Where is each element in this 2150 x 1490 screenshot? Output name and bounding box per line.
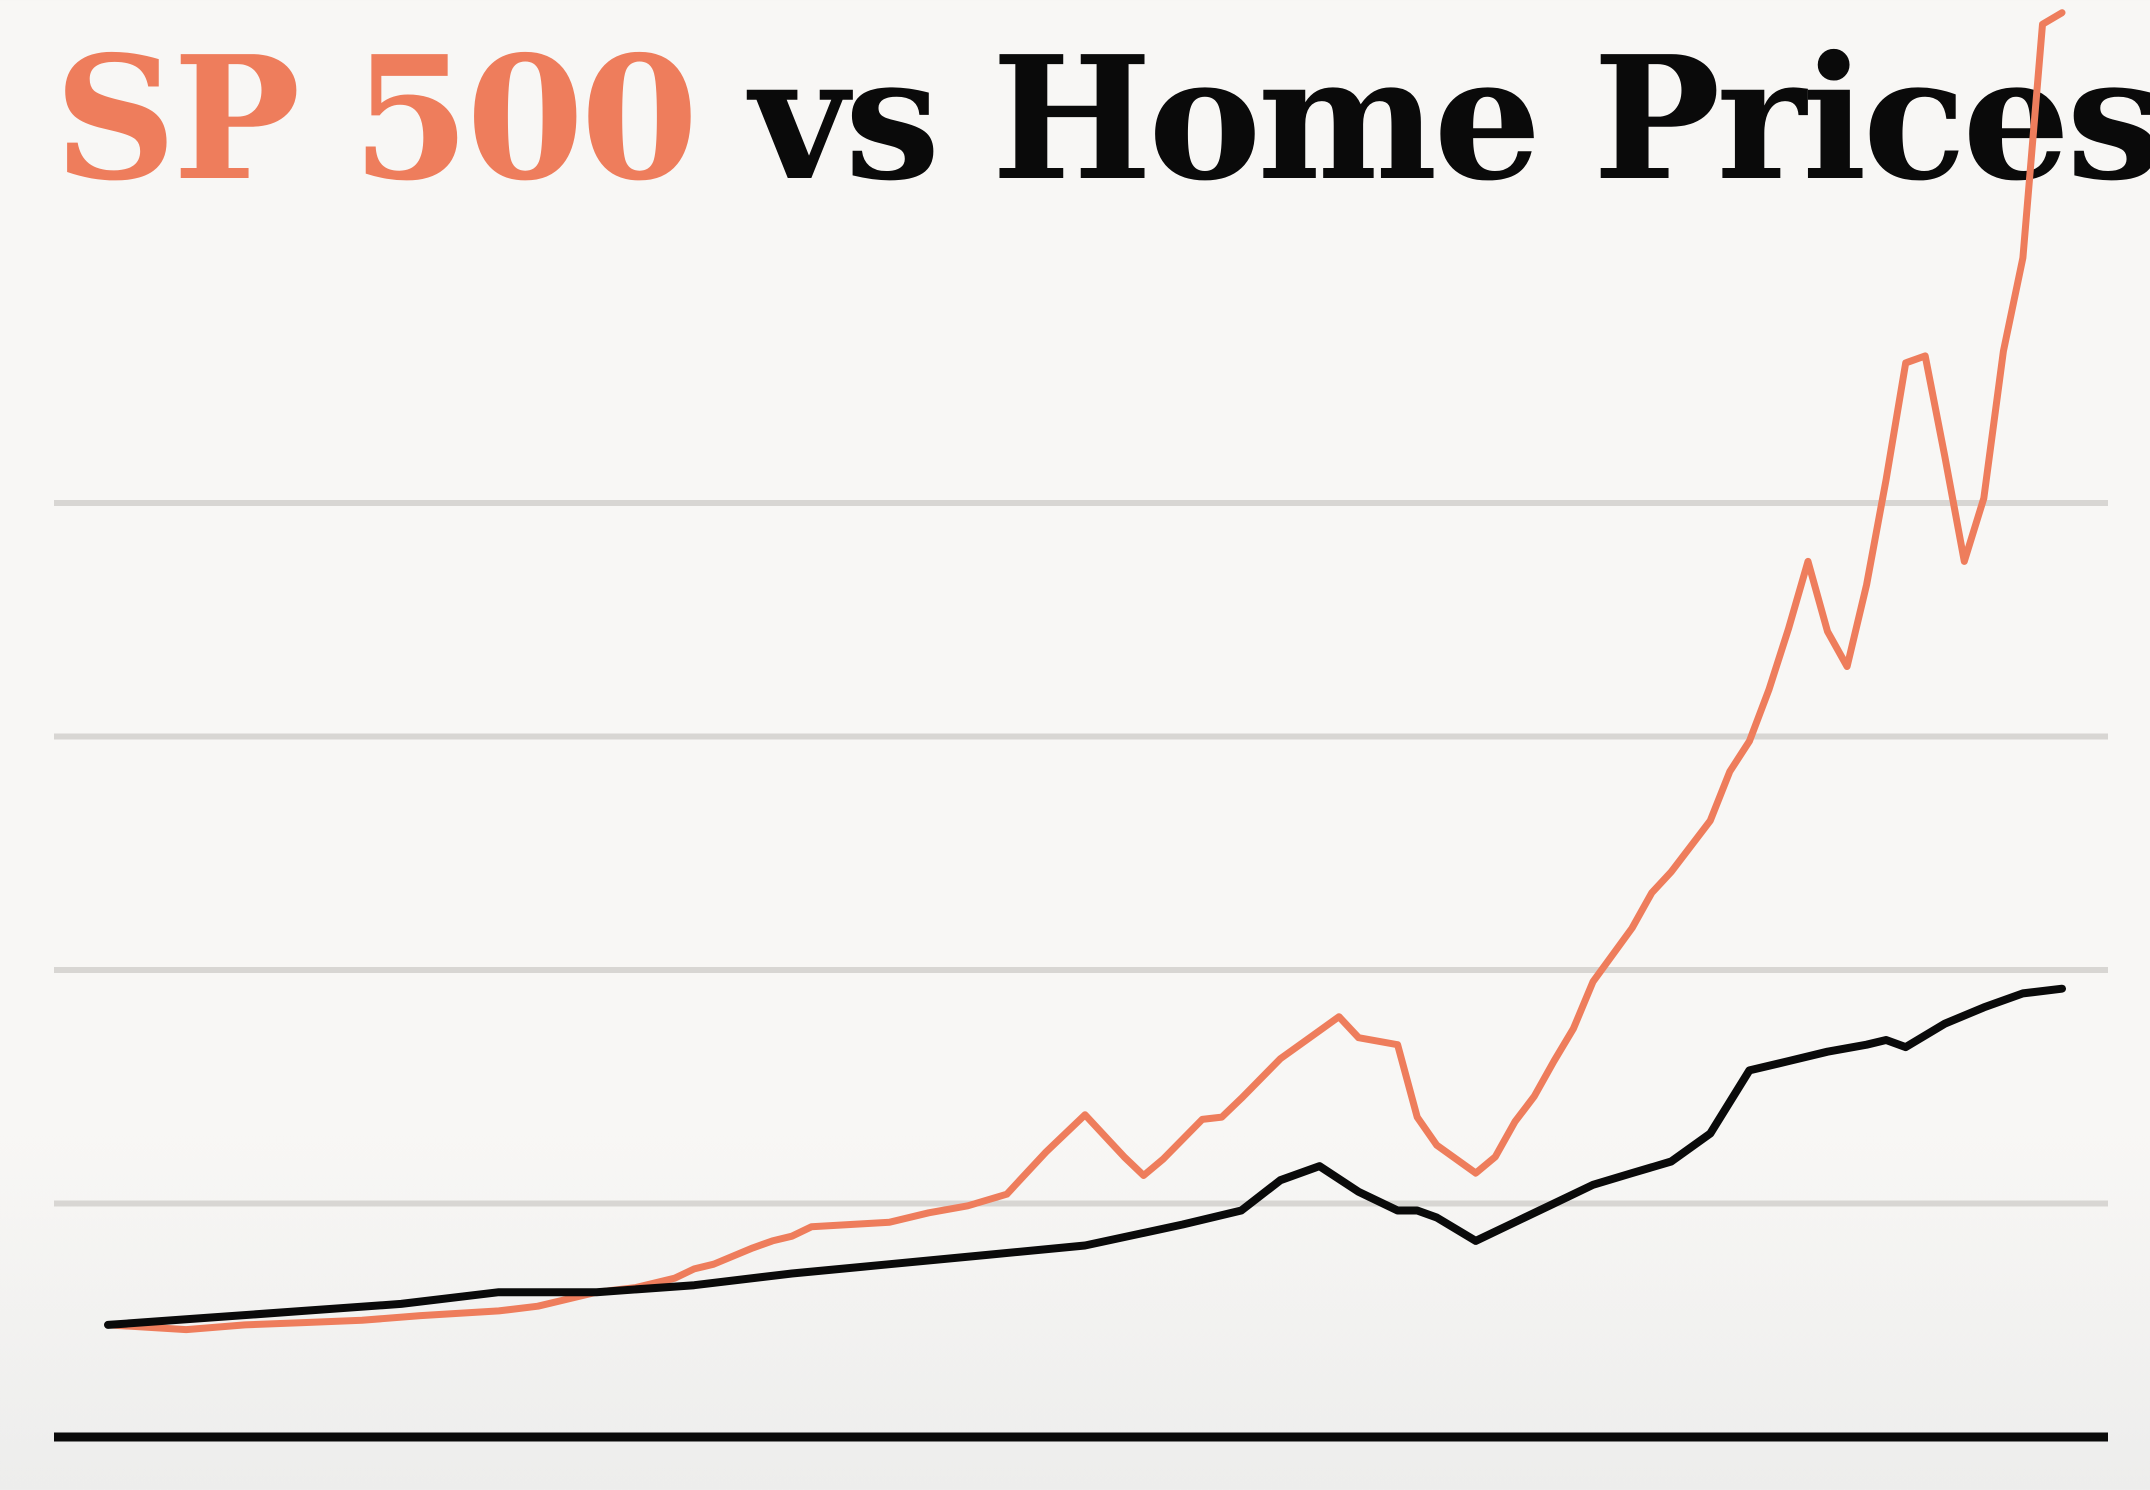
- title-highlight: SP 500: [54, 19, 699, 219]
- chart-title: SP 500 vs Home Prices: [54, 30, 2150, 209]
- series-line-sp500: [104, 9, 2066, 1334]
- series-line-home-prices: [104, 984, 2066, 1329]
- title-rest: vs Home Prices: [694, 19, 2150, 219]
